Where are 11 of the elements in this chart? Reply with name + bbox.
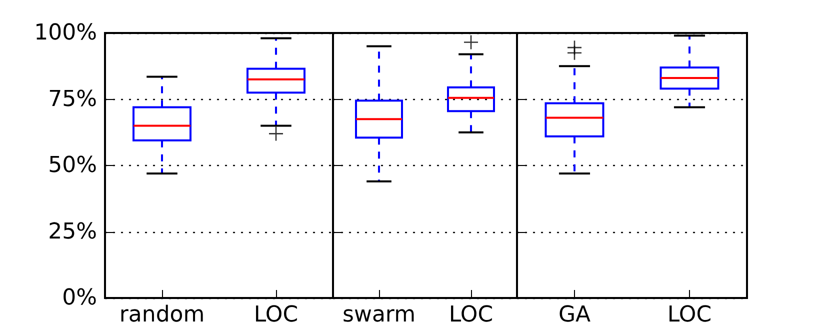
- x-tick-label: LOC: [667, 302, 712, 328]
- y-tick-label: 0%: [62, 286, 97, 310]
- y-tick-label: 25%: [48, 219, 97, 244]
- x-tick-label: random: [119, 302, 205, 328]
- y-tick-label: 75%: [48, 86, 97, 112]
- y-tick-label: 50%: [48, 153, 97, 178]
- x-tick-label: LOC: [254, 302, 298, 328]
- y-tick-label: 100%: [34, 20, 97, 46]
- x-tick-label: LOC: [448, 302, 494, 328]
- x-tick-label: swarm: [342, 302, 416, 328]
- x-tick-label: GA: [558, 302, 591, 328]
